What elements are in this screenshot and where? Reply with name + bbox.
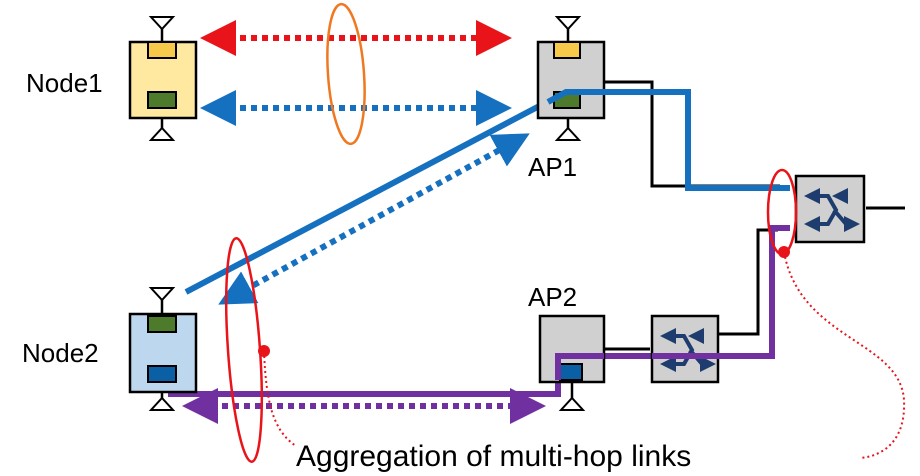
node2-port-bottom — [147, 365, 177, 383]
caption: Aggregation of multi-hop links — [296, 440, 691, 473]
red-aggregation-ellipse-switch — [766, 168, 798, 256]
node2-device[interactable] — [128, 287, 198, 411]
node2-label: Node2 — [22, 338, 99, 368]
blue-dotted-arrow-diagonal — [218, 133, 530, 305]
antenna-icon — [148, 126, 176, 141]
ap1-port-top — [553, 41, 581, 59]
ap2-label: AP2 — [528, 282, 577, 312]
antenna-icon — [148, 16, 176, 31]
ap2-device[interactable] — [538, 314, 606, 411]
antenna-icon — [148, 396, 176, 411]
switch-1[interactable] — [794, 174, 866, 244]
ap1-label: AP1 — [528, 152, 577, 182]
antenna-icon — [554, 126, 582, 141]
node2-port-top — [147, 315, 177, 333]
blue-path-over-ap1 — [546, 89, 610, 105]
switch-arrows-icon — [804, 188, 860, 232]
wire-switch1-switch2 — [718, 228, 778, 336]
blue-multihop-path — [184, 89, 790, 295]
antenna-icon — [558, 396, 586, 411]
ap2-port-bottom — [559, 363, 583, 381]
purple-path-over-ap2 — [555, 353, 604, 380]
node1-port-bottom — [147, 91, 177, 109]
callout-line-right — [783, 251, 906, 459]
antenna-icon — [148, 287, 176, 302]
switch-2[interactable] — [650, 314, 720, 384]
node1-label: Node1 — [26, 68, 103, 98]
ap1-device[interactable] — [536, 16, 606, 141]
antenna-icon — [554, 16, 582, 31]
wire-ap1-switch1 — [604, 80, 780, 188]
node1-device[interactable] — [128, 16, 198, 141]
callout-line-left — [263, 350, 297, 447]
node1-port-top — [147, 41, 177, 59]
orange-aggregation-ellipse — [326, 2, 366, 146]
